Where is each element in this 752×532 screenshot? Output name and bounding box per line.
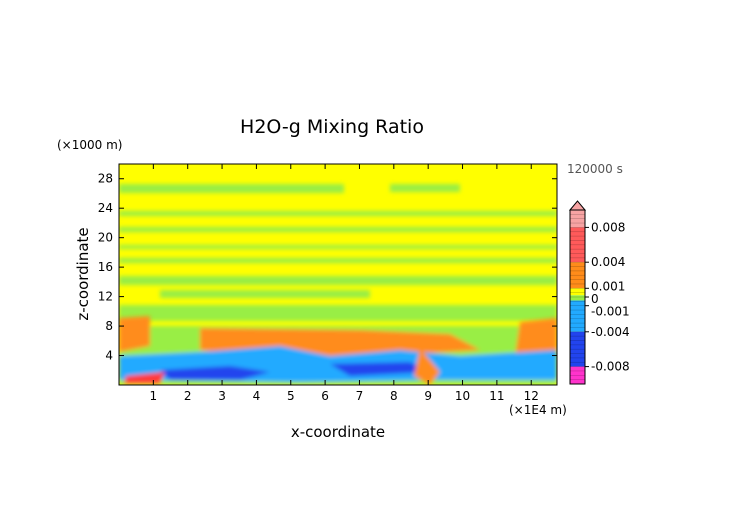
y-tick-label: 12: [98, 290, 113, 304]
x-tick-label: 10: [455, 389, 470, 403]
y-tick-label: 4: [105, 349, 113, 363]
x-unit-label: (×1E4 m): [509, 403, 567, 417]
colorbar-segment: [570, 262, 585, 289]
x-tick-label: 5: [287, 389, 295, 403]
x-axis: 1 2 3 4 5 6 7 8 9 10 11 12: [150, 164, 539, 403]
colorbar-tick-label: 0: [591, 292, 599, 306]
plot-frame: [118, 163, 558, 386]
colorbar-extend-cap: [568, 200, 587, 211]
x-tick-label: 8: [390, 389, 398, 403]
x-tick-label: 11: [489, 389, 504, 403]
y-tick-label: 20: [98, 231, 113, 245]
y-axis: 4 8 12 16 20 24 28: [98, 172, 557, 363]
y-tick-label: 24: [98, 201, 113, 215]
x-tick-label: 6: [321, 389, 329, 403]
y-tick-label: 8: [105, 319, 113, 333]
colorbar-segment: [570, 227, 585, 263]
x-tick-label: 7: [356, 389, 364, 403]
x-axis-title: x-coordinate: [291, 423, 385, 441]
colorbar-tick-label: -0.004: [591, 325, 630, 339]
x-tick-label: 4: [253, 389, 261, 403]
colorbar-segment: [570, 366, 585, 384]
x-tick-label: 9: [424, 389, 432, 403]
colorbar-tick-label: -0.001: [591, 305, 630, 319]
x-tick-label: 1: [150, 389, 158, 403]
colorbar-segment: [570, 300, 585, 332]
colorbar-segment: [570, 331, 585, 367]
colorbar-tick-label: 0.001: [591, 279, 625, 293]
y-axis-title: z-coordinate: [74, 227, 92, 320]
y-tick-label: 16: [98, 260, 113, 274]
colorbar-tick-label: 0.004: [591, 255, 625, 269]
lower-structure: [119, 316, 557, 385]
x-tick-label: 3: [218, 389, 226, 403]
x-tick-label: 12: [524, 389, 539, 403]
colorbar-segment: [570, 210, 585, 228]
colorbar-segment: [570, 295, 585, 301]
colorbar-segment: [570, 288, 585, 296]
colorbar-tick-label: 0.008: [591, 220, 625, 234]
time-label: 120000 s: [567, 162, 623, 176]
plot-area: [119, 164, 557, 385]
y-tick-label: 28: [98, 172, 113, 186]
colorbar-tick-label: -0.008: [591, 360, 630, 374]
x-tick-label: 2: [184, 389, 192, 403]
green-bands: [119, 184, 557, 321]
chart-title: H2O-g Mixing Ratio: [240, 116, 424, 138]
y-unit-label: (×1000 m): [57, 138, 122, 152]
